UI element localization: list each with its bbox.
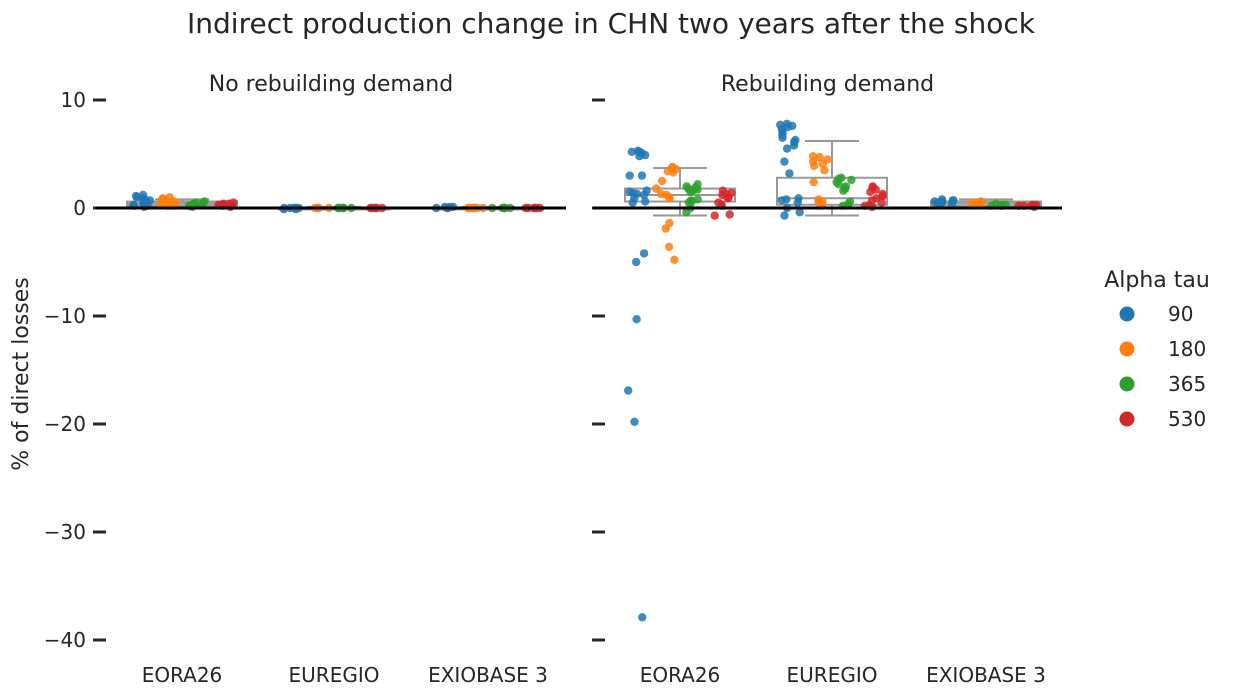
data-point: [651, 184, 661, 193]
legend-title: Alpha tau: [1104, 268, 1210, 293]
data-point: [630, 417, 639, 426]
data-point: [847, 175, 856, 185]
legend-label: 530: [1168, 407, 1206, 431]
data-point: [639, 190, 649, 200]
legend-label: 180: [1168, 337, 1206, 361]
data-point: [628, 198, 637, 207]
data-point: [665, 194, 674, 203]
legend-marker: [1119, 411, 1135, 427]
panel-title: No rebuilding demand: [209, 72, 453, 97]
panel-title: Rebuilding demand: [721, 72, 934, 97]
legend-marker: [1119, 376, 1135, 392]
data-point: [686, 187, 695, 196]
y-tick-label: −40: [44, 628, 86, 652]
y-tick-label: −30: [44, 520, 86, 544]
data-point: [657, 176, 667, 186]
x-tick-label: EORA26: [142, 663, 223, 687]
x-tick-label: EXIOBASE 3: [428, 663, 548, 687]
data-point: [723, 194, 733, 203]
data-point: [793, 198, 802, 207]
plot-layer: 10 0 −10 −20 −30 −40 No rebuilding demand EORA2…: [44, 72, 1062, 687]
legend: Alpha tau 90 180 365 530: [1104, 268, 1210, 431]
data-point: [782, 144, 792, 153]
data-point: [669, 168, 678, 177]
data-point: [132, 193, 141, 202]
data-point: [625, 171, 634, 180]
x-tick-label: EUREGIO: [787, 663, 878, 687]
data-point: [780, 157, 789, 166]
legend-label: 365: [1168, 372, 1206, 396]
legend-label: 90: [1168, 302, 1193, 326]
data-point: [725, 210, 734, 219]
data-point: [795, 208, 804, 217]
legend-marker: [1119, 341, 1135, 357]
data-point: [878, 191, 887, 201]
data-point: [877, 198, 886, 207]
data-point: [624, 386, 633, 395]
data-point: [632, 257, 641, 267]
data-point: [785, 169, 794, 178]
data-point: [935, 199, 945, 208]
data-point: [809, 161, 819, 171]
data-point: [820, 166, 829, 175]
data-point: [664, 242, 674, 252]
data-point: [809, 177, 818, 187]
data-point: [635, 152, 644, 161]
data-point: [627, 147, 636, 156]
data-point: [632, 315, 641, 324]
data-point: [866, 187, 875, 196]
data-point: [710, 211, 719, 220]
chart-title: Indirect production change in CHN two ye…: [187, 7, 1036, 40]
x-tick-label: EXIOBASE 3: [926, 663, 1046, 687]
data-point: [661, 224, 670, 233]
data-point: [777, 196, 787, 205]
data-point: [778, 133, 787, 142]
y-axis-label: % of direct losses: [9, 277, 34, 470]
x-tick-label: EORA26: [640, 663, 721, 687]
data-point: [839, 186, 848, 195]
data-point: [834, 180, 843, 189]
y-tick-label: 10: [61, 88, 86, 112]
y-tick-label: −20: [44, 412, 86, 436]
data-point: [641, 197, 650, 206]
data-point: [947, 199, 957, 208]
data-point: [815, 153, 824, 162]
data-point: [789, 141, 799, 150]
data-point: [780, 211, 789, 220]
data-point: [637, 171, 647, 180]
y-tick-label: −10: [44, 304, 86, 328]
data-point: [191, 198, 201, 207]
y-tick-label: 0: [73, 196, 86, 220]
data-point: [638, 613, 647, 622]
data-point: [818, 159, 827, 168]
data-point: [670, 255, 679, 264]
x-tick-label: EUREGIO: [289, 663, 380, 687]
data-point: [682, 208, 691, 217]
data-point: [639, 249, 649, 258]
legend-marker: [1119, 306, 1135, 322]
